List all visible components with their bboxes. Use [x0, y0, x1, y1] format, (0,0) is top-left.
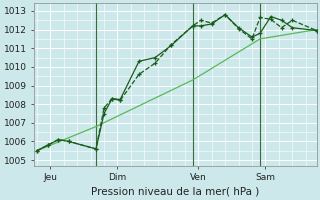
X-axis label: Pression niveau de la mer( hPa ): Pression niveau de la mer( hPa )	[91, 187, 260, 197]
